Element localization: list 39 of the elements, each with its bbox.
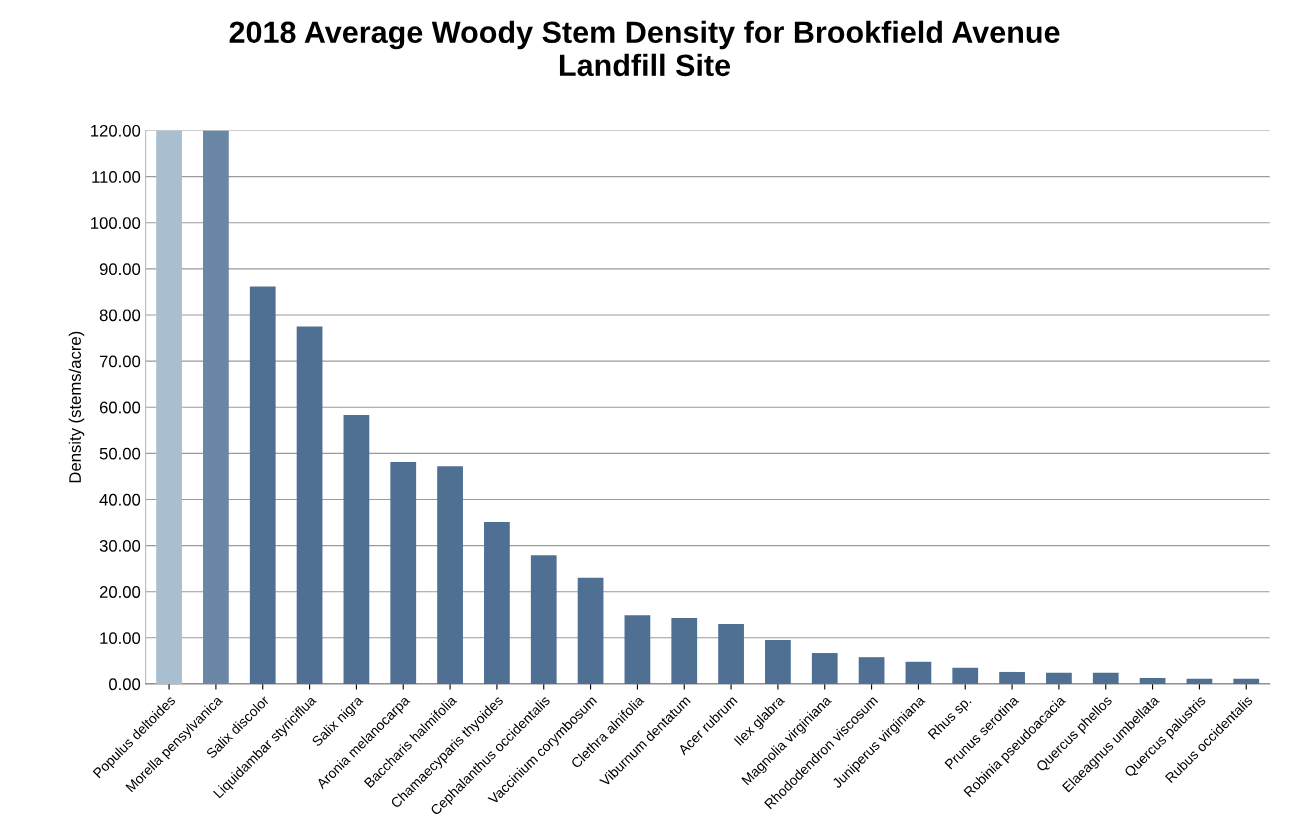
- y-tick-label: 10.00: [100, 632, 141, 645]
- y-tick-label: 100.00: [91, 217, 141, 229]
- y-tick-label: 80.00: [99, 309, 141, 322]
- bar: [952, 667, 979, 684]
- bar: [530, 555, 557, 684]
- bar: [577, 577, 604, 684]
- bar: [296, 326, 323, 684]
- bar: [156, 130, 182, 684]
- y-tick-label: 120.00: [91, 124, 141, 137]
- bar: [718, 623, 744, 684]
- y-axis-title: Density (stems/acre): [68, 331, 85, 483]
- y-tick-label: 20.00: [99, 586, 141, 598]
- y-tick-label: 50.00: [99, 447, 141, 460]
- bar: [343, 415, 370, 684]
- bar: [811, 653, 838, 684]
- bar: [1233, 678, 1260, 684]
- bar: [390, 462, 417, 684]
- y-tick-label: 90.00: [99, 263, 141, 276]
- bar: [437, 466, 463, 684]
- bar: [1046, 672, 1072, 684]
- y-tick-label: 30.00: [99, 539, 141, 552]
- bar: [858, 657, 885, 684]
- y-tick-label: 40.00: [99, 493, 141, 506]
- bar: [765, 640, 791, 684]
- bar: [484, 522, 510, 684]
- bar: [905, 661, 932, 684]
- bar: [999, 671, 1025, 684]
- bar: [1186, 678, 1213, 684]
- y-tick-label: 70.00: [99, 355, 141, 368]
- bar: [1139, 677, 1166, 684]
- y-tick-label: 0.00: [109, 678, 141, 691]
- bar: [671, 617, 698, 684]
- bar: [624, 615, 651, 684]
- bar: [1092, 672, 1119, 684]
- bar: [249, 286, 276, 684]
- bar: [203, 130, 229, 684]
- y-tick-label: 110.00: [92, 171, 141, 183]
- y-tick-label: 60.00: [99, 401, 141, 414]
- chart-title: 2018 Average Woody Stem Density for Brookfield Avenue Landfill Site: [229, 20, 1060, 77]
